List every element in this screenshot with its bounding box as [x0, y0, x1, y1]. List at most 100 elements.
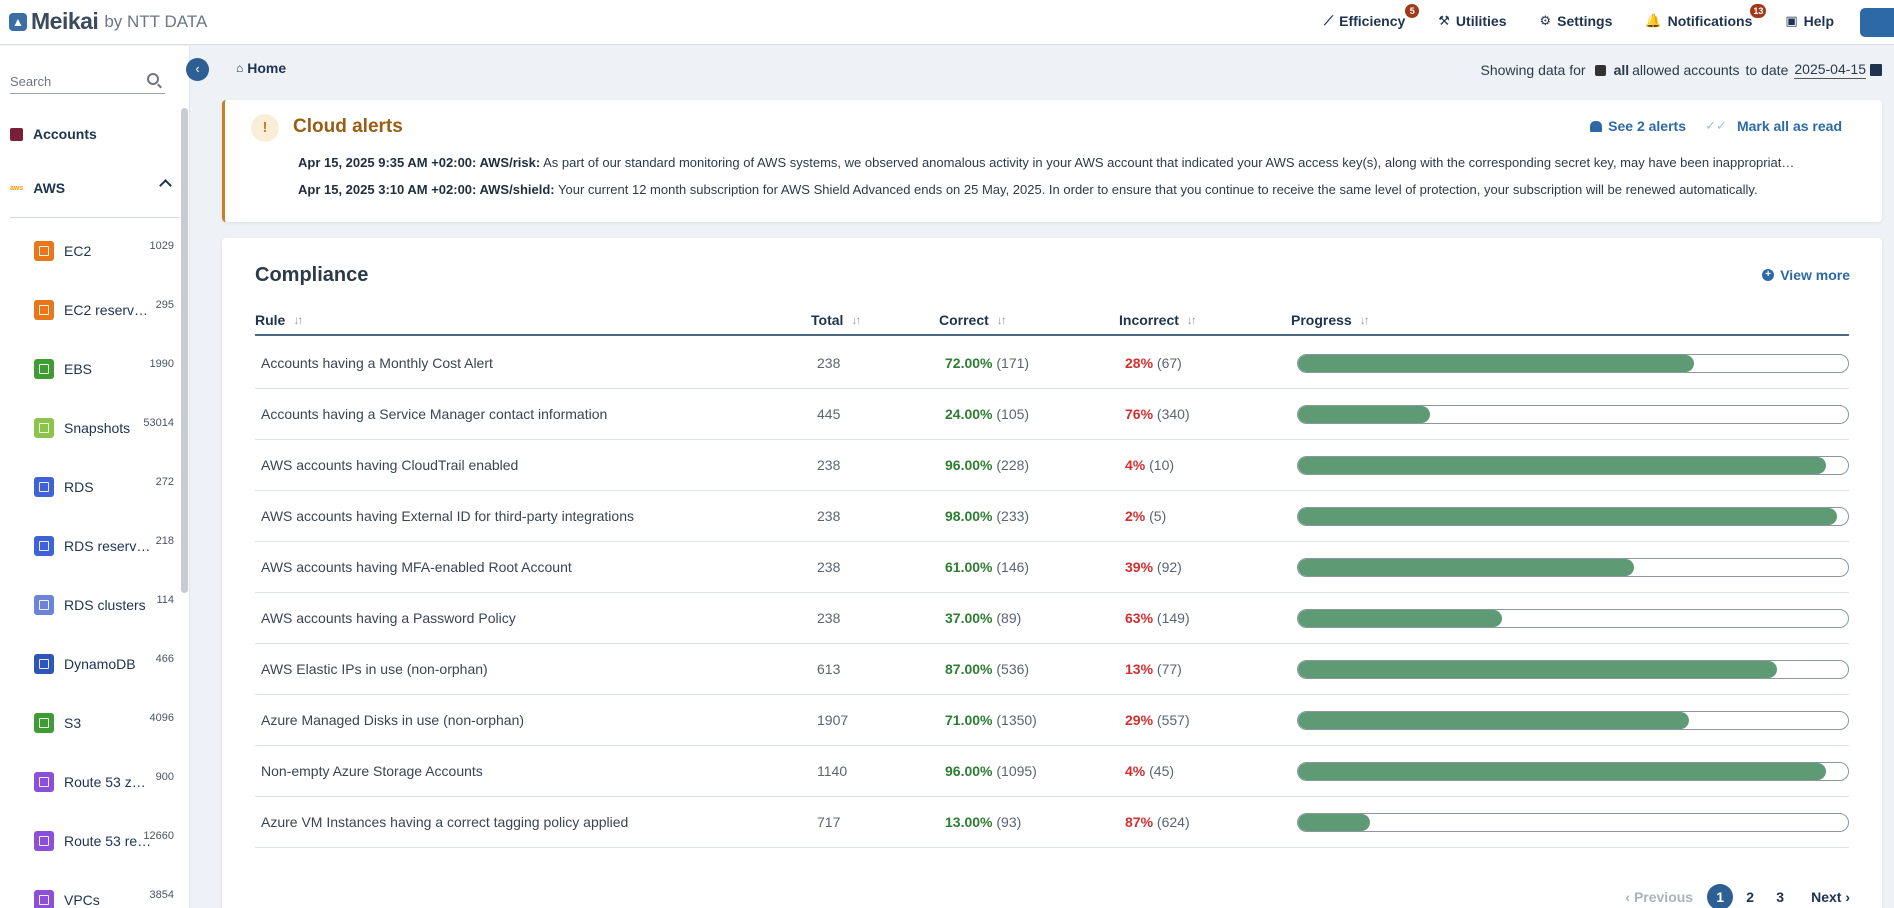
total-cell: 613 — [817, 661, 841, 677]
sidebar-item-route-53-zones[interactable]: Route 53 zones900 — [34, 771, 174, 793]
column-header-correct[interactable]: Correct ↓↑ — [939, 312, 1007, 328]
table-row[interactable]: Accounts having a Service Manager contac… — [255, 389, 1849, 440]
sidebar-item-ec2-reserved-instances[interactable]: EC2 reserved instances295 — [34, 299, 174, 321]
sidebar-item-route-53-records[interactable]: Route 53 records12660 — [34, 830, 174, 852]
sidebar-item-ec2[interactable]: EC2 1029 — [34, 240, 174, 262]
nav-help[interactable]: ▣ Help — [1785, 13, 1834, 29]
view-more-button[interactable]: + View more — [1762, 267, 1850, 283]
incorrect-percent: 87% — [1125, 814, 1154, 830]
sidebar-scrollbar[interactable] — [181, 108, 188, 593]
incorrect-count: (624) — [1156, 814, 1190, 830]
column-header-rule[interactable]: Rule ↓↑ — [255, 312, 303, 328]
incorrect-percent: 29% — [1125, 712, 1154, 728]
incorrect-cell: 63% (149) — [1125, 610, 1190, 626]
correct-percent: 96.00% — [945, 457, 993, 473]
page-2-button[interactable]: 2 — [1746, 889, 1754, 905]
page-1-button[interactable]: 1 — [1707, 884, 1734, 908]
alert-text: Your current 12 month subscription for A… — [558, 182, 1758, 197]
warning-icon — [251, 114, 279, 142]
to-date-label: to date — [1745, 62, 1789, 78]
column-header-incorrect[interactable]: Incorrect ↓↑ — [1119, 312, 1197, 328]
incorrect-percent: 28% — [1125, 355, 1154, 371]
rule-cell: AWS accounts having MFA-enabled Root Acc… — [261, 559, 572, 575]
progress-fill — [1298, 712, 1689, 729]
incorrect-cell: 76% (340) — [1125, 406, 1190, 422]
sidebar-item-dynamodb[interactable]: DynamoDB 466 — [34, 653, 174, 675]
rule-cell: AWS Elastic IPs in use (non-orphan) — [261, 661, 488, 677]
sidebar-item-count: 218 — [155, 535, 174, 547]
correct-count: (1095) — [996, 763, 1037, 779]
table-row[interactable]: Azure Managed Disks in use (non-orphan) 1… — [255, 695, 1849, 746]
nav-utilities[interactable]: ⚒ Utilities — [1438, 13, 1506, 29]
sort-icon: ↓↑ — [293, 313, 303, 327]
sidebar-item-rds-reserved-instances[interactable]: RDS reserved instances218 — [34, 535, 174, 557]
progress-bar — [1297, 405, 1849, 424]
sidebar-item-label: Route 53 records — [64, 833, 152, 849]
sort-icon: ↓↑ — [996, 313, 1007, 327]
sidebar-item-label: S3 — [64, 715, 82, 731]
sidebar-item-vpcs[interactable]: VPCs 3854 — [34, 889, 174, 908]
incorrect-percent: 39% — [1125, 559, 1154, 575]
table-row[interactable]: Non-empty Azure Storage Accounts 1140 96.0… — [255, 746, 1849, 797]
next-page-button[interactable]: Next › — [1811, 889, 1850, 905]
see-alerts-button[interactable]: See 2 alerts — [1590, 118, 1686, 134]
page-3-button[interactable]: 3 — [1776, 889, 1784, 905]
sidebar-item-snapshots[interactable]: Snapshots 53014 — [34, 417, 174, 439]
service-icon — [34, 831, 54, 851]
sidebar-item-ebs[interactable]: EBS 1990 — [34, 358, 174, 380]
service-icon — [34, 536, 54, 556]
nav-notifications[interactable]: 🔔 Notifications 13 — [1645, 3, 1767, 29]
column-header-total[interactable]: Total ↓↑ — [811, 312, 861, 328]
table-row[interactable]: AWS accounts having a Password Policy 238… — [255, 593, 1849, 644]
total-cell: 445 — [817, 406, 841, 422]
column-header-progress[interactable]: Progress ↓↑ — [1291, 312, 1370, 328]
sidebar-group-label: AWS — [33, 180, 66, 196]
alerts-title: Cloud alerts — [293, 116, 403, 137]
sort-icon: ↓↑ — [1186, 313, 1197, 327]
date-picker[interactable]: 2025-04-15 — [1794, 61, 1866, 79]
incorrect-cell: 39% (92) — [1125, 559, 1182, 575]
search-input[interactable] — [10, 70, 140, 92]
rule-cell: Azure Managed Disks in use (non-orphan) — [261, 712, 525, 728]
correct-cell: 61.00% (146) — [945, 559, 1029, 575]
correct-cell: 37.00% (89) — [945, 610, 1021, 626]
user-menu-button[interactable] — [1860, 8, 1894, 37]
table-row[interactable]: Azure VM Instances having a correct tagg… — [255, 797, 1849, 848]
sidebar-item-s3[interactable]: S3 4096 — [34, 712, 174, 734]
nav-label: Utilities — [1455, 12, 1507, 29]
table-row[interactable]: AWS accounts having CloudTrail enabled 23… — [255, 440, 1849, 491]
search-icon[interactable] — [147, 73, 159, 85]
rule-cell: AWS accounts having a Password Policy — [261, 610, 516, 626]
column-label: Incorrect — [1119, 312, 1179, 328]
sidebar-item-rds-clusters[interactable]: RDS clusters 114 — [34, 594, 174, 616]
sidebar-item-label: DynamoDB — [64, 656, 136, 672]
table-row[interactable]: AWS accounts having External ID for thir… — [255, 491, 1849, 542]
incorrect-cell: 28% (67) — [1125, 355, 1182, 371]
account-scope-value[interactable]: all — [1613, 62, 1630, 78]
correct-cell: 72.00% (171) — [945, 355, 1029, 371]
previous-page-button[interactable]: ‹ Previous — [1625, 889, 1694, 905]
table-row[interactable]: Accounts having a Monthly Cost Alert 238 7… — [255, 338, 1849, 389]
sidebar-item-rds[interactable]: RDS 272 — [34, 476, 174, 498]
alert-item[interactable]: Apr 15, 2025 3:10 AM +02:00: AWS/shield:… — [298, 182, 1798, 197]
table-row[interactable]: AWS Elastic IPs in use (non-orphan) 613 87… — [255, 644, 1849, 695]
sidebar-item-count: 53014 — [143, 417, 174, 429]
sidebar-group-aws[interactable]: aws AWS — [10, 179, 172, 196]
nav-efficiency[interactable]: ⟋ Efficiency 5 — [1324, 3, 1420, 29]
collapse-sidebar-button[interactable]: ‹ — [186, 58, 209, 81]
chevron-up-icon[interactable] — [159, 179, 172, 192]
correct-count: (233) — [996, 508, 1030, 524]
mark-all-read-button[interactable]: ✓✓ Mark all as read — [1705, 118, 1842, 134]
app-logo[interactable]: ▲ Meikai by NTT DATA — [9, 8, 207, 35]
sort-icon: ↓↑ — [1359, 313, 1370, 327]
sidebar-item-label: RDS — [64, 479, 94, 495]
sidebar-item-accounts[interactable]: Accounts — [10, 126, 97, 142]
breadcrumb-home[interactable]: Home — [247, 60, 287, 76]
table-row[interactable]: AWS accounts having MFA-enabled Root Acc… — [255, 542, 1849, 593]
nav-settings[interactable]: ⚙ Settings — [1540, 13, 1613, 29]
total-cell: 238 — [817, 355, 841, 371]
progress-bar — [1297, 813, 1849, 832]
correct-percent: 37.00% — [945, 610, 993, 626]
alert-item[interactable]: Apr 15, 2025 9:35 AM +02:00: AWS/risk: A… — [298, 155, 1798, 170]
calendar-icon[interactable] — [1870, 64, 1882, 76]
